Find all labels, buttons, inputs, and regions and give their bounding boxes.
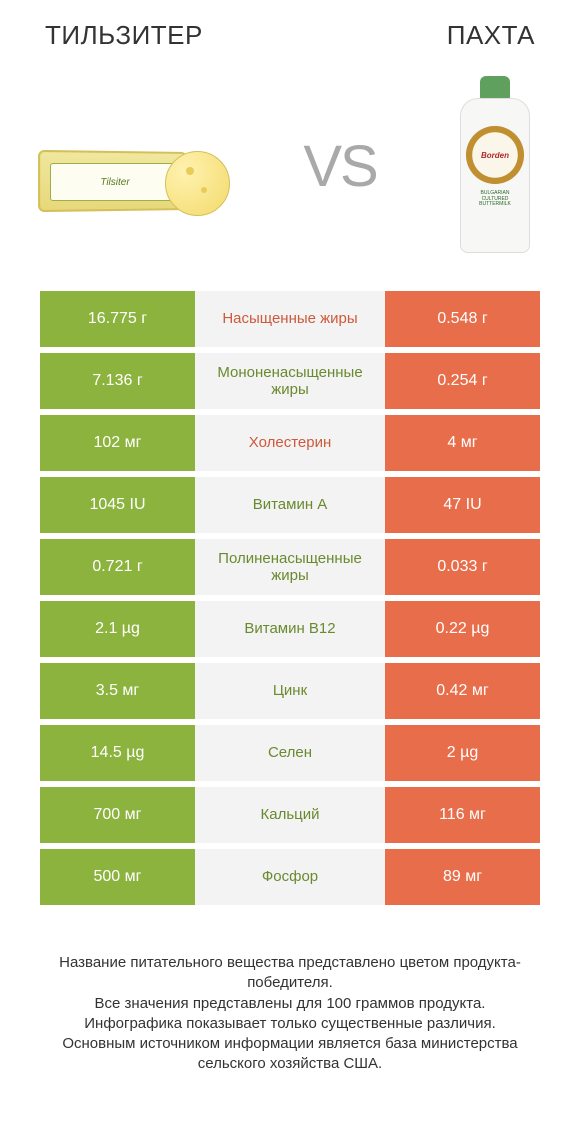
value-right: 116 мг [385,787,540,843]
footer-note: Название питательного вещества представл… [30,953,550,1075]
value-right: 2 µg [385,725,540,781]
cheese-image: Tilsiter [40,111,230,221]
bottle-brand-label: Borden [466,126,524,184]
table-row: 0.721 гПолиненасыщенные жиры0.033 г [40,539,540,595]
table-row: 7.136 гМононенасыщенные жиры0.254 г [40,353,540,409]
table-row: 3.5 мгЦинк0.42 мг [40,663,540,719]
value-left: 3.5 мг [40,663,195,719]
table-row: 14.5 µgСелен2 µg [40,725,540,781]
table-row: 700 мгКальций116 мг [40,787,540,843]
nutrient-label: Кальций [195,787,385,843]
footer-line: Инфографика показывает только существенн… [30,1014,550,1034]
nutrient-label: Мононенасыщенные жиры [195,353,385,409]
value-left: 1045 IU [40,477,195,533]
value-left: 2.1 µg [40,601,195,657]
table-row: 1045 IUВитамин A47 IU [40,477,540,533]
value-left: 700 мг [40,787,195,843]
hero-row: Tilsiter VS Borden BULGARIAN CULTURED BU… [0,51,580,291]
nutrient-label: Холестерин [195,415,385,471]
table-row: 16.775 гНасыщенные жиры0.548 г [40,291,540,347]
comparison-table: 16.775 гНасыщенные жиры0.548 г 7.136 гМон… [40,291,540,905]
cheese-slice-shape [165,151,230,216]
nutrient-label: Насыщенные жиры [195,291,385,347]
footer-line: Название питательного вещества представл… [30,953,550,994]
title-right: ПАХТА [447,20,535,51]
value-left: 7.136 г [40,353,195,409]
nutrient-label: Цинк [195,663,385,719]
value-left: 14.5 µg [40,725,195,781]
value-right: 0.033 г [385,539,540,595]
bottle-small-text: BULGARIAN CULTURED BUTTERMILK [467,191,523,208]
nutrient-label: Витамин B12 [195,601,385,657]
footer-line: Все значения представлены для 100 граммо… [30,994,550,1014]
value-right: 0.548 г [385,291,540,347]
table-row: 500 мгФосфор89 мг [40,849,540,905]
value-right: 0.254 г [385,353,540,409]
value-left: 0.721 г [40,539,195,595]
table-row: 102 мгХолестерин4 мг [40,415,540,471]
value-right: 0.22 µg [385,601,540,657]
value-right: 47 IU [385,477,540,533]
bottle-cap-shape [480,76,510,100]
vs-label: VS [303,133,376,200]
value-right: 4 мг [385,415,540,471]
table-row: 2.1 µgВитамин B120.22 µg [40,601,540,657]
nutrient-label: Полиненасыщенные жиры [195,539,385,595]
nutrient-label: Витамин A [195,477,385,533]
header: ТИЛЬЗИТЕР ПАХТА [0,0,580,51]
value-left: 16.775 г [40,291,195,347]
buttermilk-image: Borden BULGARIAN CULTURED BUTTERMILK [450,76,540,256]
title-left: ТИЛЬЗИТЕР [45,20,203,51]
cheese-package-label: Tilsiter [50,163,180,201]
value-right: 0.42 мг [385,663,540,719]
value-left: 500 мг [40,849,195,905]
nutrient-label: Фосфор [195,849,385,905]
value-left: 102 мг [40,415,195,471]
value-right: 89 мг [385,849,540,905]
nutrient-label: Селен [195,725,385,781]
footer-line: Основным источником информации является … [30,1034,550,1075]
